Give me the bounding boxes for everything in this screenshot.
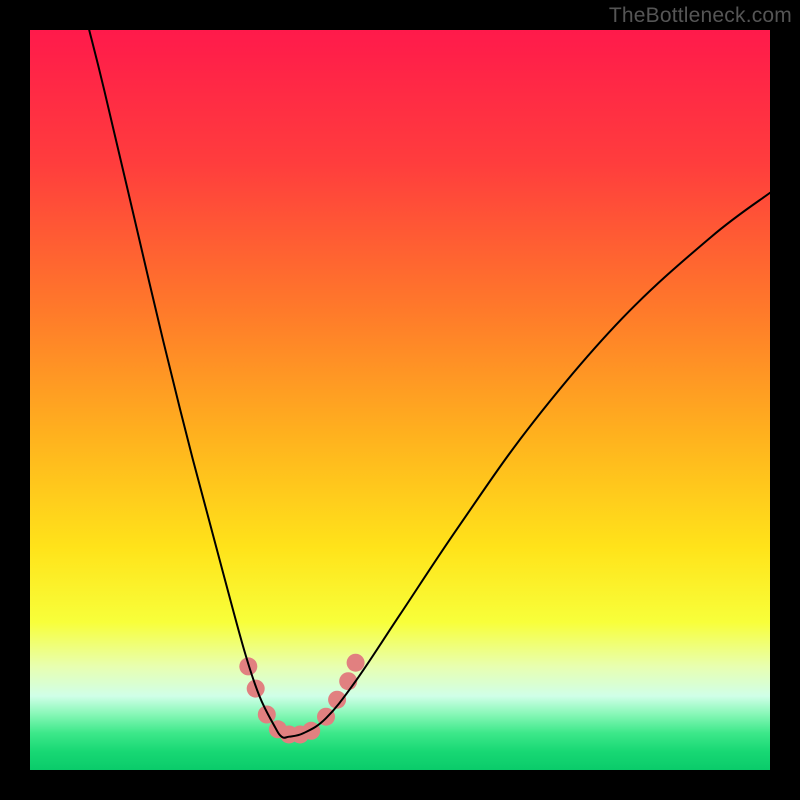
curve-marker (258, 706, 276, 724)
watermark-label: TheBottleneck.com (609, 4, 792, 28)
bottleneck-curve-chart (0, 0, 800, 800)
chart-root: TheBottleneck.com (0, 0, 800, 800)
gradient-background (30, 30, 770, 770)
curve-marker (347, 654, 365, 672)
